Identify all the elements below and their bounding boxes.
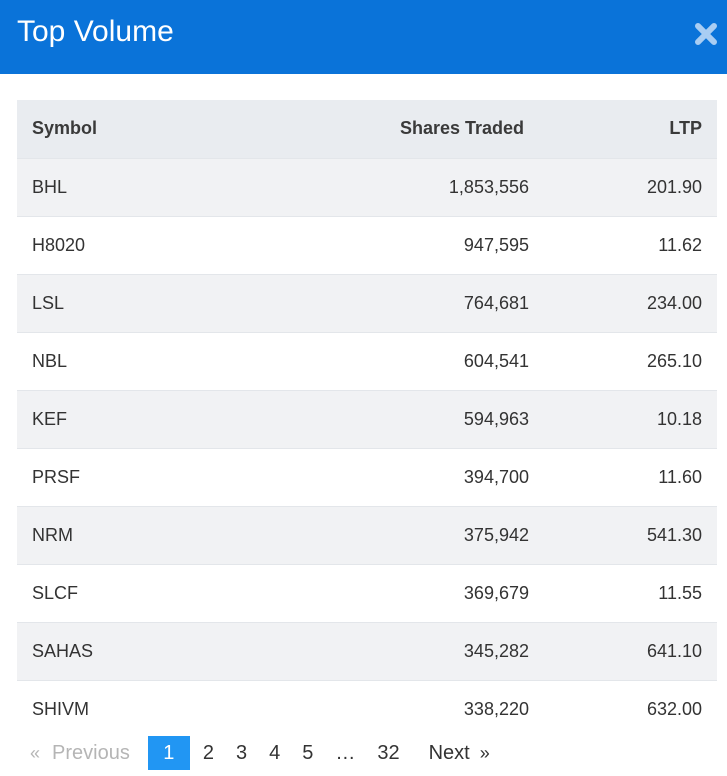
pagination-ellipsis: … [335,741,356,764]
next-button[interactable]: Next [428,741,470,764]
cell-ltp: 541.30 [544,505,717,564]
modal-title: Top Volume [17,15,174,48]
pagination: « Previous 1 2 3 4 5 … 32 Next » [24,736,496,770]
cell-symbol: LSL [17,273,247,332]
close-button[interactable] [694,20,718,48]
table-row[interactable]: SLCF 369,679 11.55 [17,563,717,622]
table-row[interactable]: NRM 375,942 541.30 [17,505,717,564]
table-header-row: Symbol Shares Traded LTP [17,100,717,158]
cell-symbol: KEF [17,389,247,448]
cell-ltp: 641.10 [544,621,717,680]
page-1-button[interactable]: 1 [147,736,190,770]
table-row[interactable]: H8020 947,595 11.62 [17,215,717,274]
close-icon [695,23,717,45]
page-32-button[interactable]: 32 [377,741,400,764]
column-header-shares-traded[interactable]: Shares Traded [247,100,544,158]
table-row[interactable]: PRSF 394,700 11.60 [17,447,717,506]
page-5-button[interactable]: 5 [302,741,314,764]
cell-ltp: 234.00 [544,273,717,332]
cell-shares-traded: 369,679 [247,563,544,622]
column-header-symbol[interactable]: Symbol [17,100,247,158]
cell-shares-traded: 338,220 [247,679,544,738]
cell-ltp: 10.18 [544,389,717,448]
table-row[interactable]: BHL 1,853,556 201.90 [17,157,717,216]
cell-ltp: 265.10 [544,331,717,390]
cell-shares-traded: 1,853,556 [247,157,544,216]
table-row[interactable]: NBL 604,541 265.10 [17,331,717,390]
cell-symbol: NRM [17,505,247,564]
next-arrow[interactable]: » [479,742,490,763]
cell-shares-traded: 764,681 [247,273,544,332]
top-volume-table: Symbol Shares Traded LTP BHL 1,853,556 2… [17,100,717,738]
cell-ltp: 11.62 [544,215,717,274]
cell-ltp: 11.60 [544,447,717,506]
cell-symbol: NBL [17,331,247,390]
cell-ltp: 632.00 [544,679,717,738]
cell-symbol: SHIVM [17,679,247,738]
table-row[interactable]: LSL 764,681 234.00 [17,273,717,332]
table-row[interactable]: SAHAS 345,282 641.10 [17,621,717,680]
page-4-button[interactable]: 4 [269,741,281,764]
cell-symbol: SAHAS [17,621,247,680]
modal-header: Top Volume [0,0,727,74]
cell-ltp: 201.90 [544,157,717,216]
cell-shares-traded: 604,541 [247,331,544,390]
cell-symbol: SLCF [17,563,247,622]
cell-symbol: PRSF [17,447,247,506]
page-2-button[interactable]: 2 [202,741,214,764]
cell-symbol: BHL [17,157,247,216]
cell-ltp: 11.55 [544,563,717,622]
cell-symbol: H8020 [17,215,247,274]
column-header-ltp[interactable]: LTP [544,100,717,158]
page-3-button[interactable]: 3 [235,741,248,764]
cell-shares-traded: 594,963 [247,389,544,448]
previous-button[interactable]: Previous [52,741,130,764]
table-row[interactable]: KEF 594,963 10.18 [17,389,717,448]
prev-arrow: « [30,742,41,763]
cell-shares-traded: 947,595 [247,215,544,274]
cell-shares-traded: 345,282 [247,621,544,680]
cell-shares-traded: 375,942 [247,505,544,564]
table-row[interactable]: SHIVM 338,220 632.00 [17,679,717,738]
cell-shares-traded: 394,700 [247,447,544,506]
